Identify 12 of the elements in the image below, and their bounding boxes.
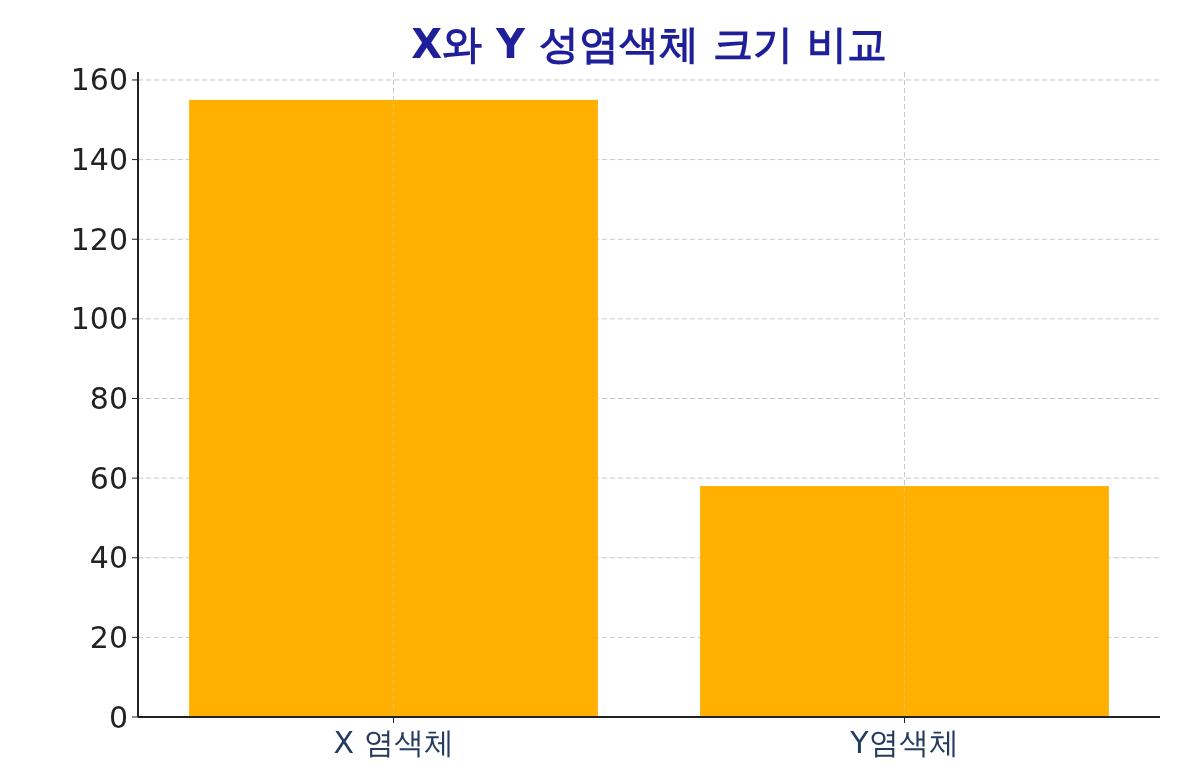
chart-title: X와 Y 성염색체 크기 비교 bbox=[411, 21, 887, 67]
y-tick-label: 100 bbox=[70, 301, 128, 337]
x-tick-label: X 염색체 bbox=[333, 725, 454, 760]
y-tick-label: 80 bbox=[89, 380, 128, 416]
y-tick-label: 0 bbox=[108, 699, 128, 735]
y-tick-label: 40 bbox=[89, 540, 128, 576]
y-tick-label: 60 bbox=[89, 460, 128, 496]
y-tick-label: 140 bbox=[70, 142, 128, 178]
y-tick-label: 20 bbox=[89, 619, 128, 655]
y-tick-label: 120 bbox=[70, 221, 128, 257]
x-tick-label: Y염색체 bbox=[849, 725, 959, 760]
y-tick-label: 160 bbox=[70, 62, 128, 98]
